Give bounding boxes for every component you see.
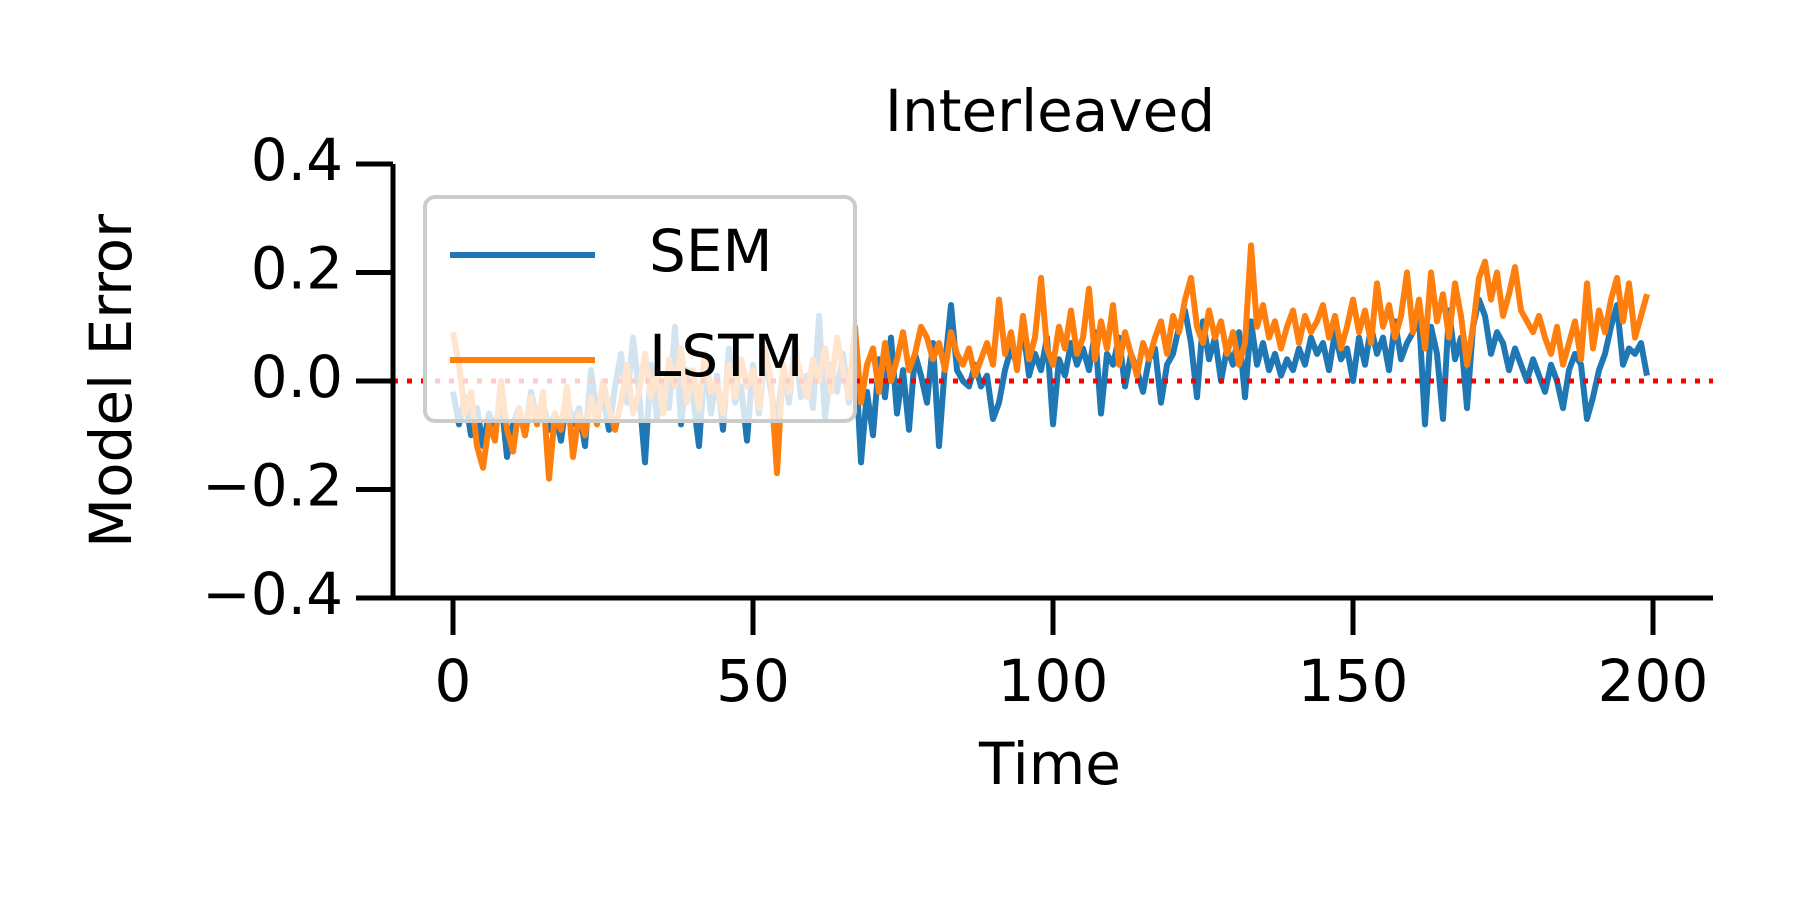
y-tick-label: −0.2 (202, 452, 343, 520)
x-axis-label: Time (978, 730, 1121, 798)
y-tick-label: 0.4 (251, 126, 343, 194)
y-tick-label: −0.4 (202, 560, 343, 628)
x-tick-label: 0 (435, 647, 472, 715)
x-tick-label: 100 (998, 647, 1109, 715)
chart-title: Interleaved (885, 77, 1215, 145)
x-tick-label: 200 (1598, 647, 1709, 715)
x-tick-label: 50 (716, 647, 790, 715)
legend: SEM LSTM (423, 195, 857, 423)
y-tick-label: 0.2 (251, 235, 343, 303)
legend-label: LSTM (649, 322, 804, 390)
y-axis-label: Model Error (77, 214, 145, 548)
x-tick-label: 150 (1298, 647, 1409, 715)
legend-label: SEM (649, 217, 773, 285)
y-tick-label: 0.0 (251, 343, 343, 411)
